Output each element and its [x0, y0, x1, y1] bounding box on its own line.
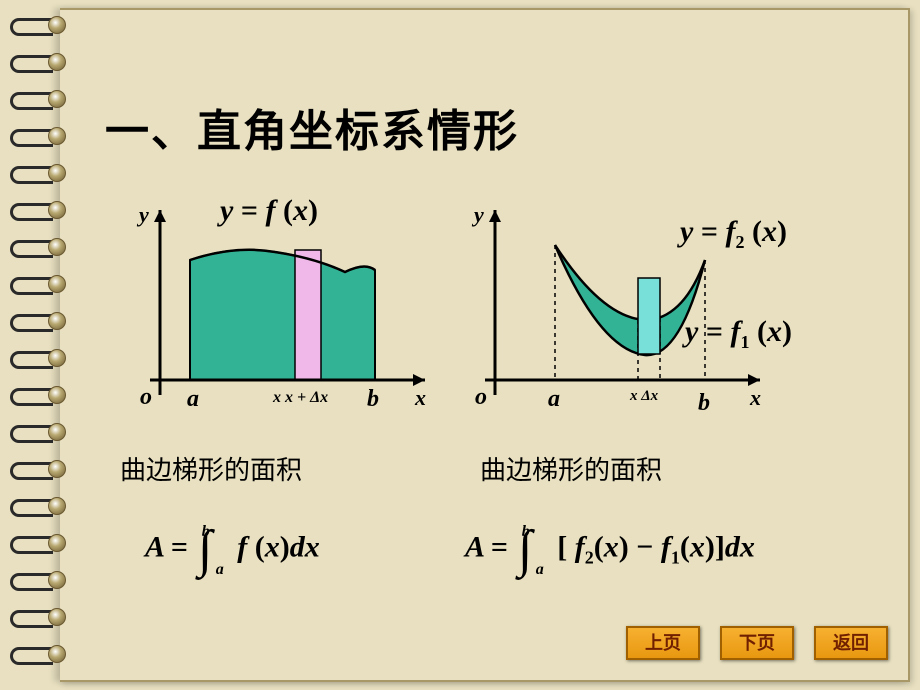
- page-title: 一、直角坐标系情形: [105, 95, 519, 159]
- svg-text:x: x: [749, 385, 761, 410]
- curve-equation-f2: y = f2 (x): [680, 215, 787, 253]
- strip-x-label: x x + Δx: [272, 389, 328, 406]
- slide-page: 一、直角坐标系情形 y x o a b x x + Δx y = f (x): [60, 8, 910, 682]
- svg-text:o: o: [475, 384, 487, 410]
- b-label: b: [367, 386, 379, 412]
- svg-text:y: y: [471, 202, 484, 227]
- next-button[interactable]: 下页: [720, 626, 794, 660]
- right-chart: y x o a b x Δx y = f2 (x) y = f1 (x): [460, 200, 880, 435]
- left-chart-svg: y x o a b x x + Δx: [115, 200, 445, 430]
- svg-text:b: b: [698, 390, 710, 416]
- back-button[interactable]: 返回: [814, 626, 888, 660]
- spiral-binding: [10, 12, 70, 678]
- prev-button[interactable]: 上页: [626, 626, 700, 660]
- svg-text:x Δx: x Δx: [629, 388, 659, 404]
- formula-right: A = ∫ba [ f2(x) − f1(x)]dx: [465, 520, 755, 579]
- right-chart-svg: y x o a b x Δx: [460, 200, 880, 430]
- left-chart: y x o a b x x + Δx y = f (x): [115, 200, 445, 435]
- x-axis-label: x: [414, 385, 426, 410]
- curve-equation-f1: y = f1 (x): [685, 315, 792, 353]
- svg-text:a: a: [548, 386, 560, 412]
- curve-equation-left: y = f (x): [220, 194, 318, 228]
- caption-left: 曲边梯形的面积: [120, 450, 302, 487]
- caption-right: 曲边梯形的面积: [480, 450, 662, 487]
- y-axis-label: y: [136, 202, 149, 227]
- origin-label: o: [140, 384, 152, 410]
- nav-buttons: 上页 下页 返回: [626, 626, 888, 660]
- formula-left: A = ∫ba f (x)dx: [145, 520, 320, 579]
- a-label: a: [187, 386, 199, 412]
